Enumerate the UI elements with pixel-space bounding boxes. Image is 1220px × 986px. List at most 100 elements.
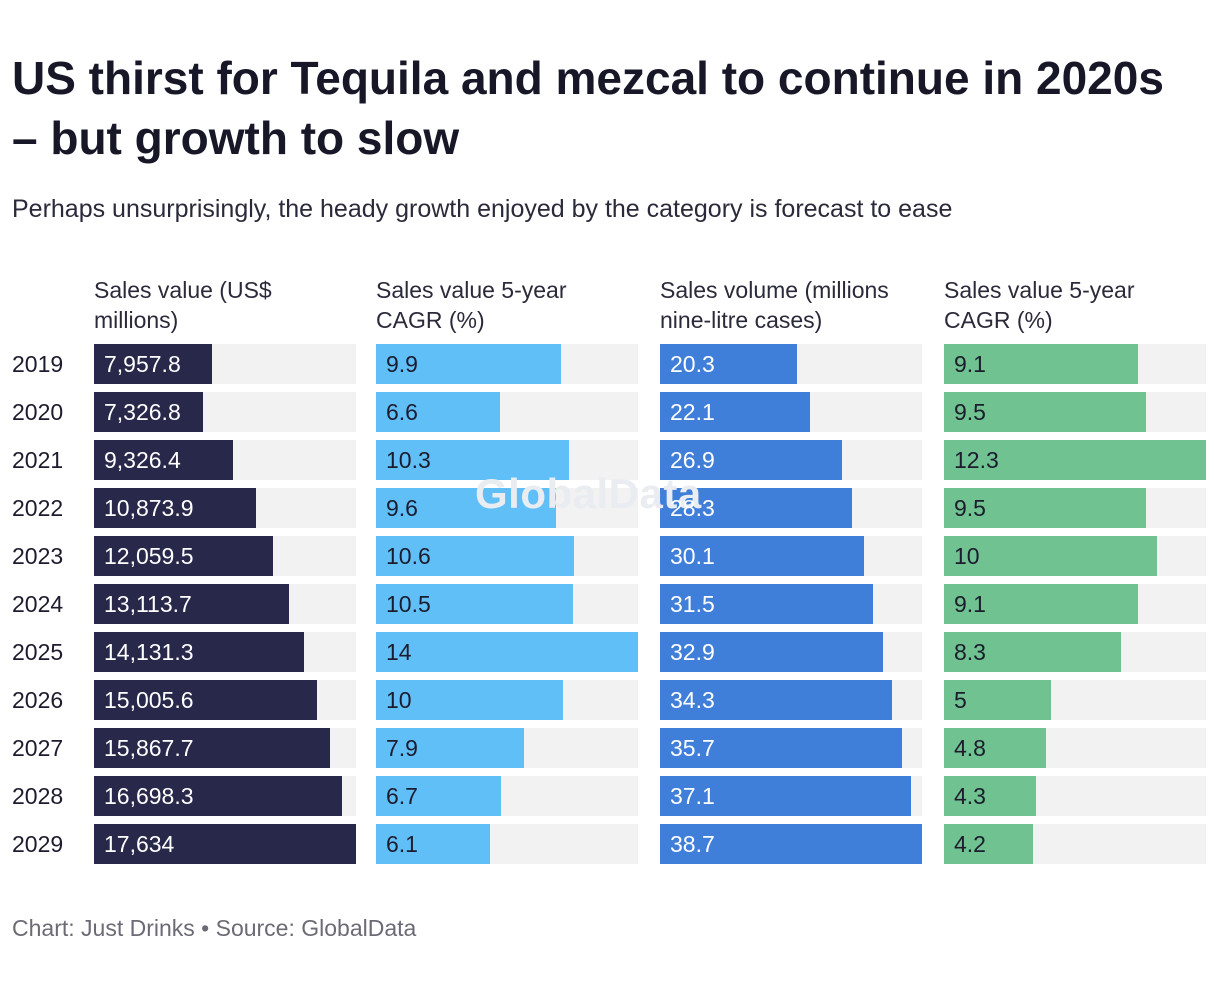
bar-value-label-2-2028: 6.7 xyxy=(386,783,418,809)
bar-value-label-4-2028: 4.3 xyxy=(954,783,986,809)
bar-1-2022 xyxy=(94,488,256,528)
panel-header-4: Sales value 5-year CAGR (%) xyxy=(944,277,1135,333)
year-label-2028: 2028 xyxy=(12,783,64,809)
bar-3-2026 xyxy=(660,680,893,720)
bar-2-2022 xyxy=(376,488,556,528)
year-label-2020: 2020 xyxy=(12,399,64,425)
bar-value-label-4-2027: 4.8 xyxy=(954,735,986,761)
bar-2-2028 xyxy=(376,776,502,816)
panel-header-2: Sales value 5-year CAGR (%) xyxy=(376,277,567,333)
bar-value-label-3-2029: 38.7 xyxy=(670,831,715,857)
year-label-2023: 2023 xyxy=(12,543,64,569)
bar-3-2025 xyxy=(660,632,883,672)
bar-3-2019 xyxy=(660,344,798,384)
panel-header-1: Sales value (US$ millions) xyxy=(94,277,272,333)
bar-2-2027 xyxy=(376,728,524,768)
bar-4-2024 xyxy=(944,584,1138,624)
bar-value-label-2-2024: 10.5 xyxy=(386,591,431,617)
bar-value-label-1-2027: 15,867.7 xyxy=(104,735,194,761)
chart-subtitle: Perhaps unsurprisingly, the heady growth… xyxy=(12,195,953,223)
bar-value-label-4-2026: 5 xyxy=(954,687,967,713)
bar-2-2019 xyxy=(376,344,562,384)
bar-2-2024 xyxy=(376,584,573,624)
bar-value-label-3-2022: 28.3 xyxy=(670,495,715,521)
chart-source-credit: Chart: Just Drinks • Source: GlobalData xyxy=(12,915,417,941)
bar-value-label-1-2020: 7,326.8 xyxy=(104,399,181,425)
bar-2-2021 xyxy=(376,440,569,480)
bar-4-2023 xyxy=(944,536,1157,576)
bar-value-label-4-2024: 9.1 xyxy=(954,591,986,617)
bar-3-2021 xyxy=(660,440,843,480)
bar-value-label-3-2023: 30.1 xyxy=(670,543,715,569)
bar-3-2024 xyxy=(660,584,874,624)
bar-4-2022 xyxy=(944,488,1147,528)
bar-1-2024 xyxy=(94,584,289,624)
bar-value-label-1-2021: 9,326.4 xyxy=(104,447,181,473)
bar-value-label-4-2019: 9.1 xyxy=(954,351,986,377)
bar-2-2029 xyxy=(376,824,491,864)
bar-value-label-1-2025: 14,131.3 xyxy=(104,639,194,665)
bar-4-2025 xyxy=(944,632,1121,672)
bar-1-2027 xyxy=(94,728,330,768)
bar-value-label-2-2023: 10.6 xyxy=(386,543,431,569)
bar-value-label-1-2024: 13,113.7 xyxy=(104,591,192,617)
chart-title: US thirst for Tequila and mezcal to cont… xyxy=(12,52,1164,164)
year-label-2025: 2025 xyxy=(12,639,64,665)
year-label-2019: 2019 xyxy=(12,351,64,377)
bar-4-2028 xyxy=(944,776,1036,816)
year-label-2027: 2027 xyxy=(12,735,64,761)
panel-header-3: Sales volume (millions nine-litre cases) xyxy=(660,277,889,333)
bar-1-2019 xyxy=(94,344,213,384)
bar-value-label-2-2025: 14 xyxy=(386,639,412,665)
year-label-2026: 2026 xyxy=(12,687,64,713)
bar-value-label-3-2027: 35.7 xyxy=(670,735,715,761)
bar-value-label-3-2019: 20.3 xyxy=(670,351,715,377)
bar-value-label-3-2020: 22.1 xyxy=(670,399,715,425)
bar-2-2020 xyxy=(376,392,500,432)
year-label-2021: 2021 xyxy=(12,447,64,473)
bar-1-2029 xyxy=(94,824,356,864)
bar-4-2021 xyxy=(944,440,1206,480)
bar-1-2026 xyxy=(94,680,317,720)
bar-value-label-2-2027: 7.9 xyxy=(386,735,418,761)
bar-value-label-1-2019: 7,957.8 xyxy=(104,351,181,377)
bar-value-label-3-2028: 37.1 xyxy=(670,783,715,809)
bar-4-2027 xyxy=(944,728,1047,768)
bar-value-label-3-2025: 32.9 xyxy=(670,639,715,665)
bar-3-2028 xyxy=(660,776,912,816)
bar-2-2026 xyxy=(376,680,564,720)
bar-value-label-2-2026: 10 xyxy=(386,687,412,713)
bar-value-label-3-2021: 26.9 xyxy=(670,447,715,473)
bar-value-label-1-2023: 12,059.5 xyxy=(104,543,194,569)
bar-value-label-4-2022: 9.5 xyxy=(954,495,986,521)
bar-value-label-1-2028: 16,698.3 xyxy=(104,783,194,809)
bar-value-label-4-2021: 12.3 xyxy=(954,447,999,473)
bar-2-2023 xyxy=(376,536,575,576)
year-label-2029: 2029 xyxy=(12,831,64,857)
bar-value-label-3-2026: 34.3 xyxy=(670,687,715,713)
bar-value-label-4-2029: 4.2 xyxy=(954,831,986,857)
bar-value-label-1-2026: 15,005.6 xyxy=(104,687,194,713)
bar-1-2020 xyxy=(94,392,203,432)
bar-4-2029 xyxy=(944,824,1034,864)
bar-2-2025 xyxy=(376,632,638,672)
year-label-2024: 2024 xyxy=(12,591,64,617)
bar-value-label-2-2020: 6.6 xyxy=(386,399,418,425)
bar-3-2022 xyxy=(660,488,852,528)
bar-1-2028 xyxy=(94,776,343,816)
year-label-2022: 2022 xyxy=(12,495,64,521)
bar-value-label-4-2020: 9.5 xyxy=(954,399,986,425)
bar-3-2023 xyxy=(660,536,864,576)
bar-1-2021 xyxy=(94,440,233,480)
bar-value-label-1-2029: 17,634 xyxy=(104,831,175,857)
bar-value-label-2-2029: 6.1 xyxy=(386,831,418,857)
bar-value-label-1-2022: 10,873.9 xyxy=(104,495,194,521)
bar-value-label-2-2021: 10.3 xyxy=(386,447,431,473)
bar-3-2020 xyxy=(660,392,810,432)
bar-value-label-4-2025: 8.3 xyxy=(954,639,986,665)
bar-value-label-4-2023: 10 xyxy=(954,543,980,569)
bar-3-2029 xyxy=(660,824,922,864)
bar-4-2020 xyxy=(944,392,1147,432)
bar-value-label-2-2022: 9.6 xyxy=(386,495,418,521)
bar-1-2023 xyxy=(94,536,274,576)
